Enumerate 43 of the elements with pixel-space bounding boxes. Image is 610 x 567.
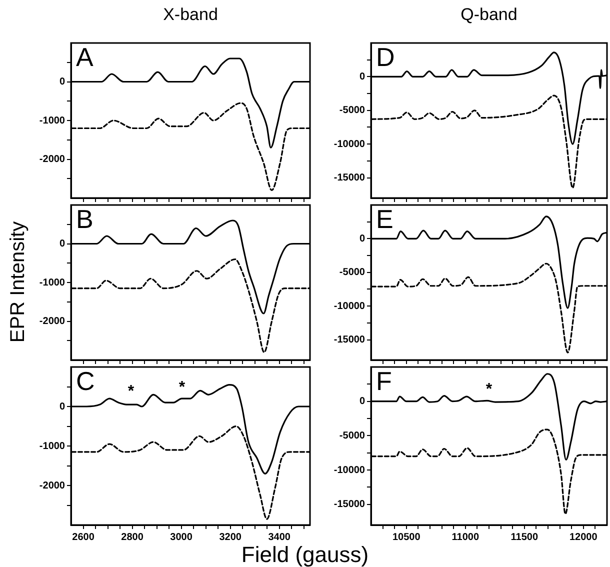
x-tick-label: 10500: [392, 532, 421, 543]
y-tick-label: -10000: [334, 138, 366, 150]
y-tick-label: -10000: [334, 300, 366, 312]
annotation: E: [376, 204, 394, 234]
annotation: *: [486, 381, 492, 398]
y-tick-label: 0: [359, 233, 366, 244]
x-tick-label: 3000: [170, 532, 193, 543]
x-tick-label: 11000: [452, 532, 480, 543]
y-tick-label: -5000: [339, 267, 366, 278]
y-tick-label: -1000: [39, 115, 66, 126]
annotation: C: [76, 366, 95, 396]
x-tick-label: 2600: [72, 532, 95, 543]
y-tick-label: -5000: [339, 430, 366, 442]
y-tick-label: -2000: [39, 154, 66, 165]
annotation: *: [128, 383, 134, 400]
y-tick-label: -1000: [39, 277, 66, 288]
y-tick-label: -5000: [339, 105, 366, 116]
x-tick-label: 3400: [268, 532, 291, 543]
chart-title: X-band: [162, 5, 219, 25]
annotation: B: [76, 204, 94, 234]
annotation: D: [376, 42, 395, 72]
x-tick-label: 11500: [510, 532, 538, 543]
y-tick-label: 0: [59, 238, 66, 250]
y-tick-label: -15000: [334, 172, 366, 184]
y-tick-label: -15000: [334, 334, 366, 346]
y-tick-label: 0: [359, 71, 366, 82]
chart-title: Q-band: [460, 5, 518, 25]
y-tick-label: 0: [59, 76, 66, 88]
y-tick-label: 0: [59, 401, 66, 412]
x-tick-label: 2800: [121, 532, 144, 543]
y-tick-label: -10000: [334, 464, 366, 476]
x-tick-label: 12000: [569, 532, 598, 543]
annotation: F: [376, 366, 392, 396]
y-tick-label: -15000: [334, 499, 366, 510]
x-tick-label: 3200: [219, 532, 242, 543]
annotation: A: [76, 42, 94, 72]
y-axis-title: EPR Intensity: [7, 221, 29, 343]
annotation: *: [178, 379, 186, 396]
x-axis-title: Field (gauss): [241, 542, 369, 567]
y-tick-label: -1000: [39, 440, 66, 452]
y-tick-label: -2000: [39, 480, 66, 492]
y-tick-label: -2000: [39, 316, 66, 327]
y-tick-label: 0: [359, 396, 366, 408]
